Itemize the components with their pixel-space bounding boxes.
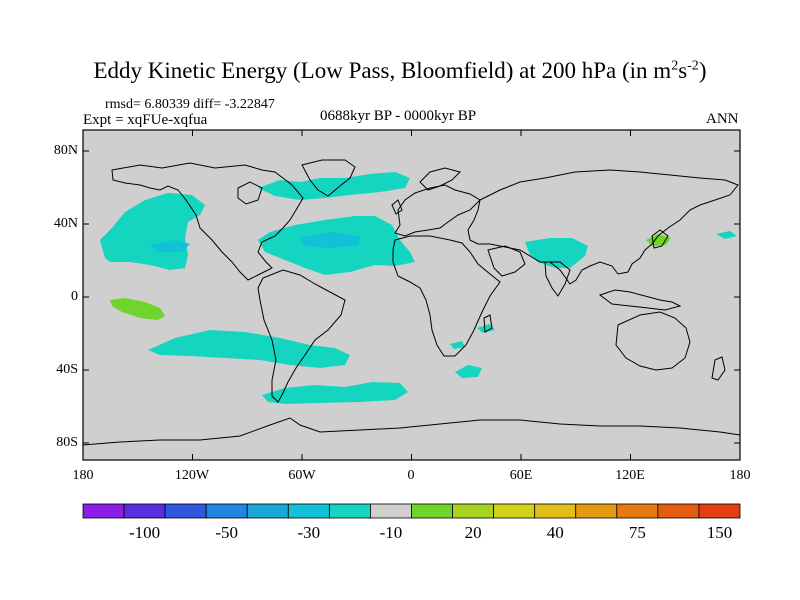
colorbar-swatch <box>123 503 166 519</box>
colorbar-swatch <box>328 503 371 519</box>
statistics-label: rmsd= 6.80339 diff= -3.22847 <box>105 97 275 112</box>
coastline-greenland <box>301 159 356 197</box>
colorbar-swatch <box>287 503 330 519</box>
lat-label-40n: 40N <box>53 216 78 231</box>
colorbar-swatch <box>411 503 453 519</box>
coastline-maritime <box>598 289 682 311</box>
coastline-india <box>544 261 571 297</box>
lon-label-0: 0 <box>407 468 415 483</box>
colorbar-swatch <box>246 503 289 519</box>
colorbar-label: 150 <box>707 523 733 542</box>
lon-label-60e: 60E <box>509 468 533 483</box>
colorbar-swatch <box>164 503 207 519</box>
colorbar-swatch <box>575 503 618 519</box>
coastline-hudson-bay <box>237 181 263 205</box>
coastline-arabia <box>487 245 526 277</box>
colorbar-swatch <box>698 503 741 519</box>
colorbar-label: 40 <box>547 523 564 542</box>
anomaly-patch-southern-ocean <box>262 382 408 404</box>
coastline-north-america <box>111 162 304 281</box>
colorbar-label: -100 <box>129 523 160 542</box>
experiment-label: Expt = xqFUe-xqfua <box>83 112 208 128</box>
coastline-madagascar <box>483 314 493 333</box>
lon-label-180w: 180 <box>72 468 94 483</box>
colorbar-swatch <box>370 503 412 519</box>
colorbar-label: -30 <box>298 523 321 542</box>
anomaly-patch-north-pacific-core <box>150 240 190 252</box>
anomaly-patch-north-atlantic-core <box>300 232 360 248</box>
lon-label-60w: 60W <box>288 468 316 483</box>
anomaly-patch-madagascar <box>477 324 495 333</box>
coastline-british-isles <box>391 199 403 215</box>
anomaly-patch-south-africa <box>455 365 482 378</box>
map-background <box>83 130 740 460</box>
period-label: 0688kyr BP - 0000kyr BP <box>320 108 477 124</box>
lon-label-120w: 120W <box>174 468 210 483</box>
colorbar-swatch <box>205 503 248 519</box>
coastline-new-zealand <box>711 356 726 381</box>
lon-label-120e: 120E <box>615 468 645 483</box>
colorbar-label: 20 <box>465 523 482 542</box>
colorbar-swatch <box>452 503 495 519</box>
coastline-japan <box>651 229 669 249</box>
colorbar-swatch <box>534 503 577 519</box>
coastline-scandinavia <box>419 167 461 191</box>
axis-ticks <box>82 130 741 460</box>
coastline-europe <box>394 184 481 237</box>
colorbar: -100 -50 -30 -10 20 40 75 150 <box>82 503 741 542</box>
colorbar-swatch <box>616 503 659 519</box>
lat-label-40s: 40S <box>56 362 78 377</box>
lon-label-180e: 180 <box>729 468 751 483</box>
coastline-antarctica <box>82 417 741 446</box>
colorbar-swatch <box>82 503 125 519</box>
coastline-africa <box>392 235 501 357</box>
colorbar-swatch <box>493 503 536 519</box>
figure-title: Eddy Kinetic Energy (Low Pass, Bloomfiel… <box>93 58 707 83</box>
anomaly-patch-south-asia <box>525 238 588 268</box>
lat-label-80s: 80S <box>56 435 78 450</box>
anomaly-patch-north-atlantic-north <box>258 172 410 200</box>
lat-label-80n: 80N <box>53 143 78 158</box>
colorbar-swatch <box>657 503 700 519</box>
anomaly-patch-mozambique <box>450 341 465 349</box>
coastline-australia <box>615 311 691 371</box>
anomaly-patch-east-pacific-positive <box>110 298 165 320</box>
anomaly-patches <box>100 172 737 404</box>
coastline-south-america <box>257 269 346 403</box>
coastlines <box>82 159 741 446</box>
lat-label-0: 0 <box>71 289 78 304</box>
anomaly-patch-west-pacific-small <box>716 231 737 239</box>
colorbar-label: -10 <box>380 523 403 542</box>
season-label: ANN <box>706 111 739 127</box>
colorbar-label: -50 <box>215 523 238 542</box>
colorbar-label: 75 <box>629 523 646 542</box>
anomaly-patch-southern-pacific <box>148 330 350 368</box>
